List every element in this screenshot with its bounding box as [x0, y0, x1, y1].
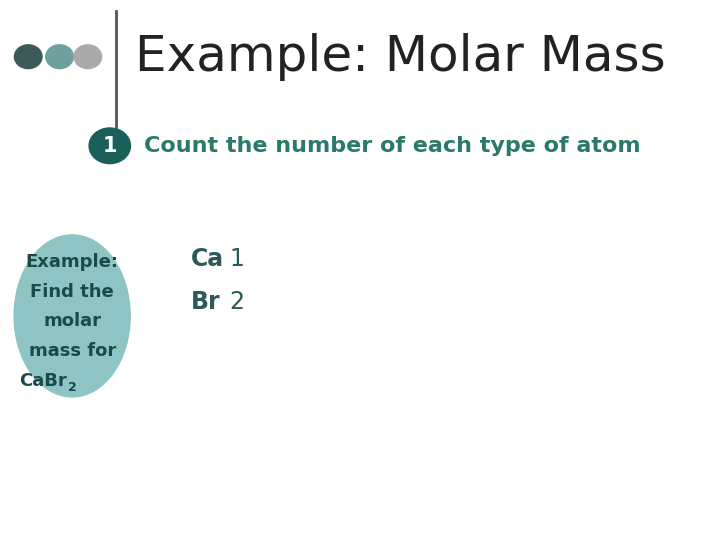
Text: Count the number of each type of atom: Count the number of each type of atom: [144, 136, 641, 156]
Text: 2: 2: [229, 291, 244, 314]
Circle shape: [74, 45, 102, 69]
Text: mass for: mass for: [29, 342, 116, 360]
Text: 1: 1: [102, 136, 117, 156]
Text: Find the: Find the: [30, 282, 114, 301]
Text: Example:: Example:: [26, 253, 119, 271]
Text: CaBr: CaBr: [19, 372, 67, 390]
Text: Example: Molar Mass: Example: Molar Mass: [135, 33, 665, 80]
Circle shape: [14, 45, 42, 69]
Text: Br: Br: [192, 291, 221, 314]
Circle shape: [46, 45, 73, 69]
Circle shape: [89, 128, 130, 164]
Text: 2: 2: [68, 381, 76, 394]
Text: molar: molar: [43, 312, 101, 330]
Ellipse shape: [14, 235, 130, 397]
Text: Ca: Ca: [192, 247, 225, 271]
Text: 1: 1: [229, 247, 244, 271]
